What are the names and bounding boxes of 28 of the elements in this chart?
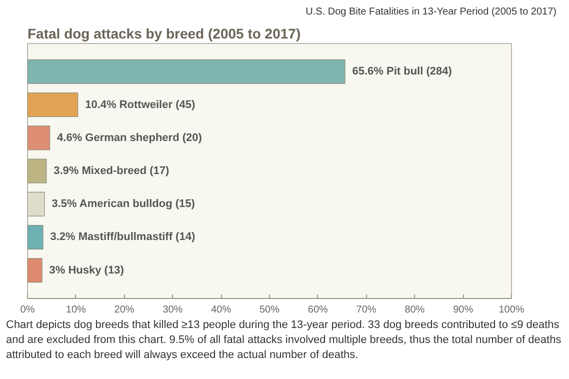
x-tick-label: 70% xyxy=(356,304,376,316)
x-tick-label: 20% xyxy=(114,304,134,316)
bar xyxy=(28,126,50,150)
data-label: 3% Husky (13) xyxy=(49,264,124,276)
data-label: 4.6% German shepherd (20) xyxy=(57,132,202,144)
chart-subtitle: Fatal dog attacks by breed (2005 to 2017) xyxy=(28,26,301,42)
bar xyxy=(28,192,45,216)
chart-title: U.S. Dog Bite Fatalities in 13-Year Period (2005 to 2017) xyxy=(306,6,557,18)
data-label: 3.9% Mixed-breed (17) xyxy=(54,165,170,177)
text: Chart depicts dog breeds that killed ≥13 people during the 13-year period. 33 dog breeds contributed to ≤9 deaths and are excluded from this chart. 9.5% of all fatal attacks involved multiple breeds, thus the total number of deaths attributed to each breed will always exceed the actual number of deaths. xyxy=(6,318,562,363)
x-tick-label: 0% xyxy=(20,304,35,316)
bar xyxy=(28,92,78,117)
x-tick-label: 10% xyxy=(66,304,86,316)
bar xyxy=(28,158,47,184)
x-tick-label: 60% xyxy=(308,304,328,316)
bar xyxy=(28,225,44,250)
data-label: 3.5% American bulldog (15) xyxy=(52,198,196,210)
bar xyxy=(28,258,42,283)
x-tick-label: 40% xyxy=(211,304,232,316)
data-label: 3.2% Mastiff/bullmastiff (14) xyxy=(50,231,196,244)
data-label: 10.4% Rottweiler (45) xyxy=(85,98,196,111)
data-label: 65.6% Pit bull (284) xyxy=(352,66,452,78)
x-tick-label: 100% xyxy=(498,304,524,316)
x-tick-label: 80% xyxy=(404,304,425,316)
x-tick-label: 30% xyxy=(162,304,183,316)
x-tick-label: 90% xyxy=(453,304,474,316)
bar xyxy=(28,59,346,84)
x-tick-label: 50% xyxy=(259,304,280,316)
